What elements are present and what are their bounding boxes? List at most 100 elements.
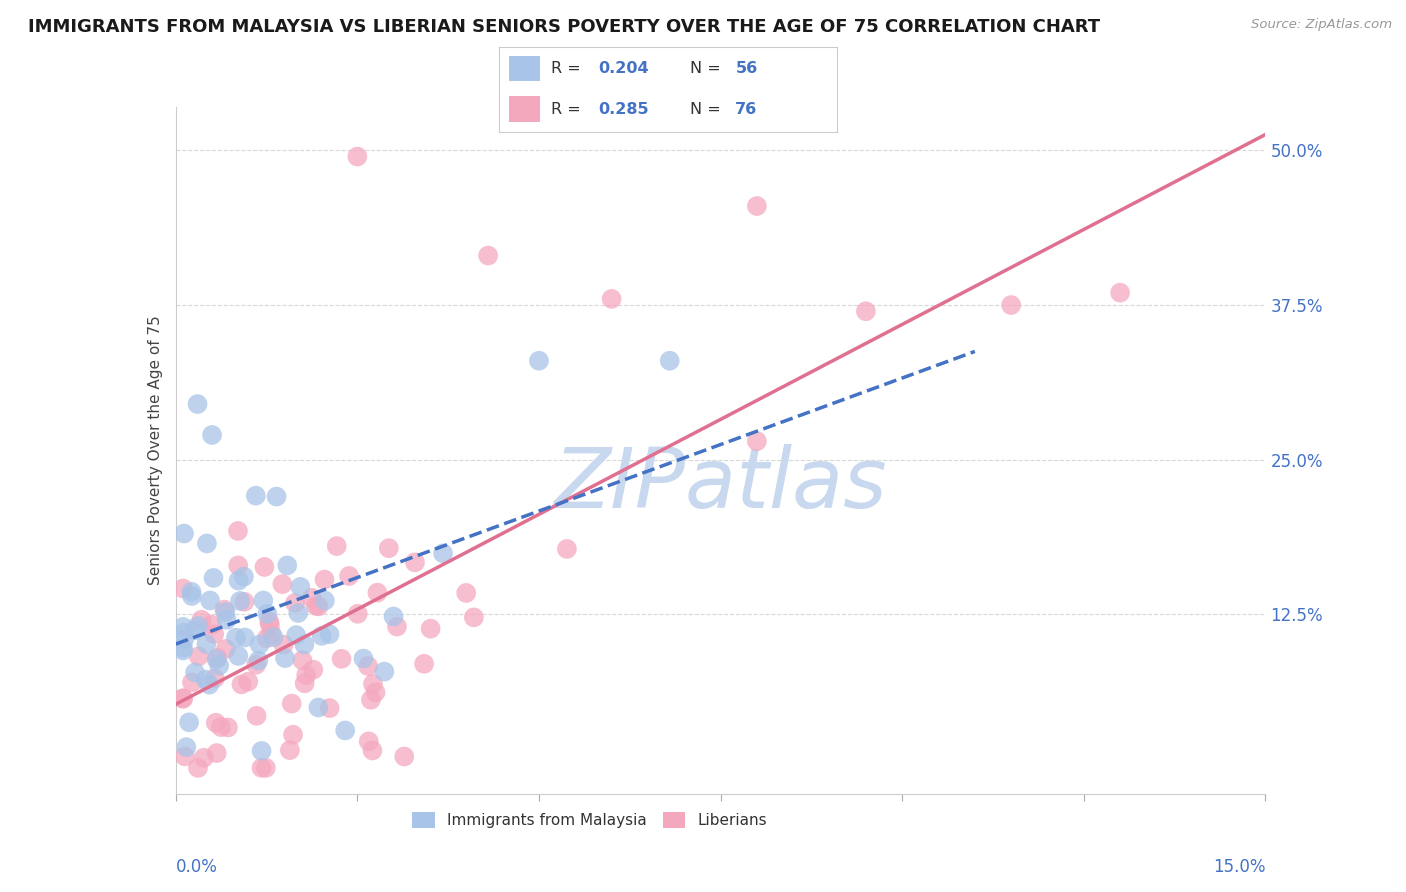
Point [366,585,388,599]
Point [209,720,232,734]
Point [217,721,239,735]
Point [253,560,276,574]
Point [229,594,252,608]
Text: IMMIGRANTS FROM MALAYSIA VS LIBERIAN SENIORS POVERTY OVER THE AGE OF 75 CORRELAT: IMMIGRANTS FROM MALAYSIA VS LIBERIAN SEN… [28,18,1101,36]
Point [247,654,270,668]
Point [179,715,201,730]
Point [456,586,478,600]
Point [233,595,256,609]
Point [187,649,209,664]
Point [385,619,408,633]
Point [180,589,202,603]
Point [1000,298,1022,312]
Point [204,671,226,685]
Point [302,663,325,677]
Bar [509,56,540,81]
Point [382,609,405,624]
Text: 56: 56 [735,61,758,76]
Point [292,638,315,652]
Legend: Immigrants from Malaysia, Liberians: Immigrants from Malaysia, Liberians [406,806,773,834]
Point [257,615,280,629]
Bar [509,96,540,122]
Point [284,596,307,610]
Point [245,489,267,503]
Point [184,665,207,680]
Point [198,678,221,692]
Y-axis label: Seniors Poverty Over the Age of 75: Seniors Poverty Over the Age of 75 [148,316,163,585]
Point [195,637,218,651]
Point [287,606,309,620]
Text: R =: R = [551,102,586,117]
Point [263,630,285,644]
Point [215,641,238,656]
Point [311,629,333,643]
Point [527,353,550,368]
Point [195,536,218,550]
Point [207,650,229,665]
Point [463,610,485,624]
Point [361,677,384,691]
Point [173,749,195,764]
Point [419,622,441,636]
Point [187,619,209,633]
Point [249,638,271,652]
Point [301,591,323,605]
Point [281,728,304,742]
Point [291,653,314,667]
Point [193,750,215,764]
Point [330,652,353,666]
Point [307,700,329,714]
Text: R =: R = [551,61,586,76]
Point [226,524,249,538]
Text: 0.285: 0.285 [599,102,650,117]
Point [172,582,194,596]
Point [232,569,254,583]
Point [326,539,349,553]
Point [250,761,273,775]
Text: 15.0%: 15.0% [1213,858,1265,876]
Point [231,677,253,691]
Point [172,691,194,706]
Point [745,199,768,213]
Point [373,665,395,679]
Point [172,691,194,706]
Point [172,643,194,657]
Point [260,626,283,640]
Point [295,668,318,682]
Point [555,541,578,556]
Point [256,632,278,646]
Point [413,657,436,671]
Text: 0.204: 0.204 [599,61,650,76]
Point [855,304,877,318]
Point [364,685,387,699]
Point [360,692,382,706]
Point [173,632,195,646]
Point [228,574,250,588]
Point [273,638,295,652]
Point [214,605,236,619]
Point [353,651,375,665]
Point [318,627,340,641]
Point [1109,285,1132,300]
Point [205,652,228,666]
Point [176,740,198,755]
Point [259,618,281,632]
Point [202,571,225,585]
Point [600,292,623,306]
Point [205,746,228,760]
Point [190,613,212,627]
Point [318,701,340,715]
Point [228,648,250,663]
Text: N =: N = [690,61,725,76]
Point [658,353,681,368]
Point [314,593,336,607]
Point [276,558,298,573]
Point [256,607,278,621]
Point [252,593,274,607]
Point [346,149,368,163]
Point [204,715,226,730]
Point [184,624,207,638]
Point [357,659,380,673]
Point [271,577,294,591]
Text: ZIPatlas: ZIPatlas [554,444,887,525]
